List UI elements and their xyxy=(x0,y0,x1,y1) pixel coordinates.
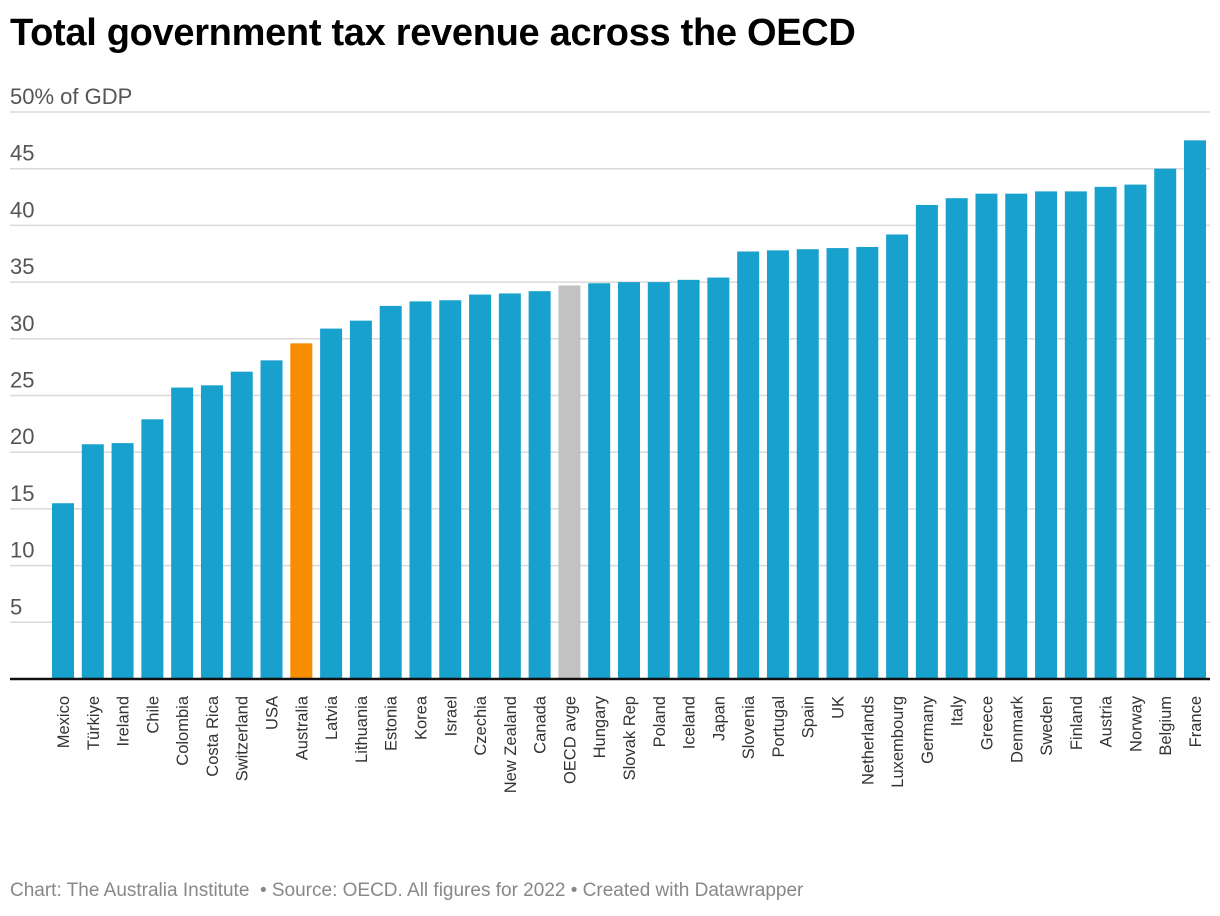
x-tick-label: Germany xyxy=(919,695,937,764)
x-tick-label: New Zealand xyxy=(502,696,520,793)
bar-luxembourg xyxy=(886,234,909,680)
bar-colombia xyxy=(171,387,194,679)
bar-slovenia xyxy=(737,251,760,679)
x-tick-label: Greece xyxy=(978,696,996,750)
y-tick-label: 20 xyxy=(10,424,34,449)
bar-new-zealand xyxy=(498,293,521,679)
bar-france xyxy=(1184,140,1206,680)
bar-estonia xyxy=(379,305,402,679)
bar-korea xyxy=(409,301,432,679)
x-tick-label: Denmark xyxy=(1008,695,1026,763)
bar-costa-rica xyxy=(200,385,223,679)
x-tick-label: Slovak Rep xyxy=(621,696,639,780)
x-tick-label: Iceland xyxy=(681,696,699,749)
x-tick-label: Chile xyxy=(144,696,162,734)
bar-sweden xyxy=(1035,191,1058,679)
x-tick-label: Norway xyxy=(1127,695,1145,752)
x-tick-label: Mexico xyxy=(55,696,73,748)
bar-canada xyxy=(528,291,551,679)
bar-lithuania xyxy=(349,320,372,679)
bar-australia xyxy=(290,343,313,679)
x-tick-label: France xyxy=(1187,696,1205,747)
x-tick-label: Türkiye xyxy=(85,696,103,750)
x-tick-label: Canada xyxy=(532,695,550,754)
bar-czechia xyxy=(469,294,492,679)
y-tick-label: 15 xyxy=(10,481,34,506)
bar-hungary xyxy=(588,283,611,679)
x-tick-label: Slovenia xyxy=(740,695,758,759)
x-tick-label: Italy xyxy=(949,695,967,726)
x-tick-label: Switzerland xyxy=(234,696,252,781)
bar-oecd-avge xyxy=(558,285,581,679)
bar-netherlands xyxy=(856,246,879,680)
bar-denmark xyxy=(1005,193,1028,679)
y-tick-label: 25 xyxy=(10,368,34,393)
chart-title: Total government tax revenue across the … xyxy=(10,12,856,54)
bar-iceland xyxy=(677,279,700,679)
bar-israel xyxy=(439,300,462,679)
x-tick-label: Spain xyxy=(800,696,818,738)
bar-greece xyxy=(975,193,998,679)
bar-italy xyxy=(945,198,968,679)
x-tick-label: Estonia xyxy=(383,695,401,751)
bar-finland xyxy=(1064,191,1087,679)
bar-germany xyxy=(915,204,938,679)
y-tick-label: 40 xyxy=(10,197,34,222)
x-tick-label: Luxembourg xyxy=(889,696,907,788)
bar-portugal xyxy=(766,250,789,679)
y-axis-ticks: 5 10 15 20 25 30 35 40 45 50% of GDP xyxy=(10,84,132,619)
x-tick-label: Belgium xyxy=(1157,696,1175,756)
x-tick-label: Japan xyxy=(710,696,728,741)
bar-latvia xyxy=(320,328,343,679)
x-tick-label: Korea xyxy=(412,695,430,740)
x-tick-label: Costa Rica xyxy=(204,695,222,777)
y-tick-label: 35 xyxy=(10,254,34,279)
bar-t-rkiye xyxy=(81,444,104,679)
bar-belgium xyxy=(1154,168,1177,679)
bar-uk xyxy=(826,248,849,679)
bar-japan xyxy=(707,277,730,679)
x-tick-label: Poland xyxy=(651,696,669,747)
bar-ireland xyxy=(111,443,134,679)
x-tick-label: Lithuania xyxy=(353,695,371,763)
y-tick-label: 45 xyxy=(10,141,34,166)
bar-chile xyxy=(141,419,164,679)
bars xyxy=(52,140,1206,680)
y-tick-label: 5 xyxy=(10,594,22,619)
x-tick-label: USA xyxy=(264,696,282,730)
bar-mexico xyxy=(52,503,74,679)
x-tick-label: Colombia xyxy=(174,695,192,766)
y-tick-label: 30 xyxy=(10,311,34,336)
x-tick-label: Netherlands xyxy=(859,696,877,785)
bar-slovak-rep xyxy=(618,282,640,679)
bar-norway xyxy=(1124,184,1147,680)
chart-footer: Chart: The Australia Institute • Source:… xyxy=(10,880,804,901)
x-tick-label: Austria xyxy=(1098,695,1116,747)
bar-austria xyxy=(1094,186,1117,679)
x-tick-label: Sweden xyxy=(1038,696,1056,756)
bar-poland xyxy=(647,282,670,679)
x-tick-label: Australia xyxy=(293,695,311,760)
x-tick-label: Czechia xyxy=(472,695,490,755)
x-tick-label: Israel xyxy=(442,696,460,736)
y-tick-label: 50% of GDP xyxy=(10,84,132,109)
x-tick-label: Hungary xyxy=(591,695,609,758)
x-tick-label: Latvia xyxy=(323,695,341,740)
bar-usa xyxy=(260,360,283,679)
x-tick-label: OECD avge xyxy=(561,696,579,784)
x-tick-label: Finland xyxy=(1068,696,1086,750)
x-tick-label: Portugal xyxy=(770,696,788,757)
x-tick-label: UK xyxy=(830,696,848,719)
y-tick-label: 10 xyxy=(10,538,34,563)
bar-spain xyxy=(796,249,819,680)
bar-switzerland xyxy=(230,371,253,679)
x-axis-ticks: Mexico Türkiye Ireland Chile Colombia Costa R… xyxy=(55,695,1205,793)
x-tick-label: Ireland xyxy=(115,696,133,746)
